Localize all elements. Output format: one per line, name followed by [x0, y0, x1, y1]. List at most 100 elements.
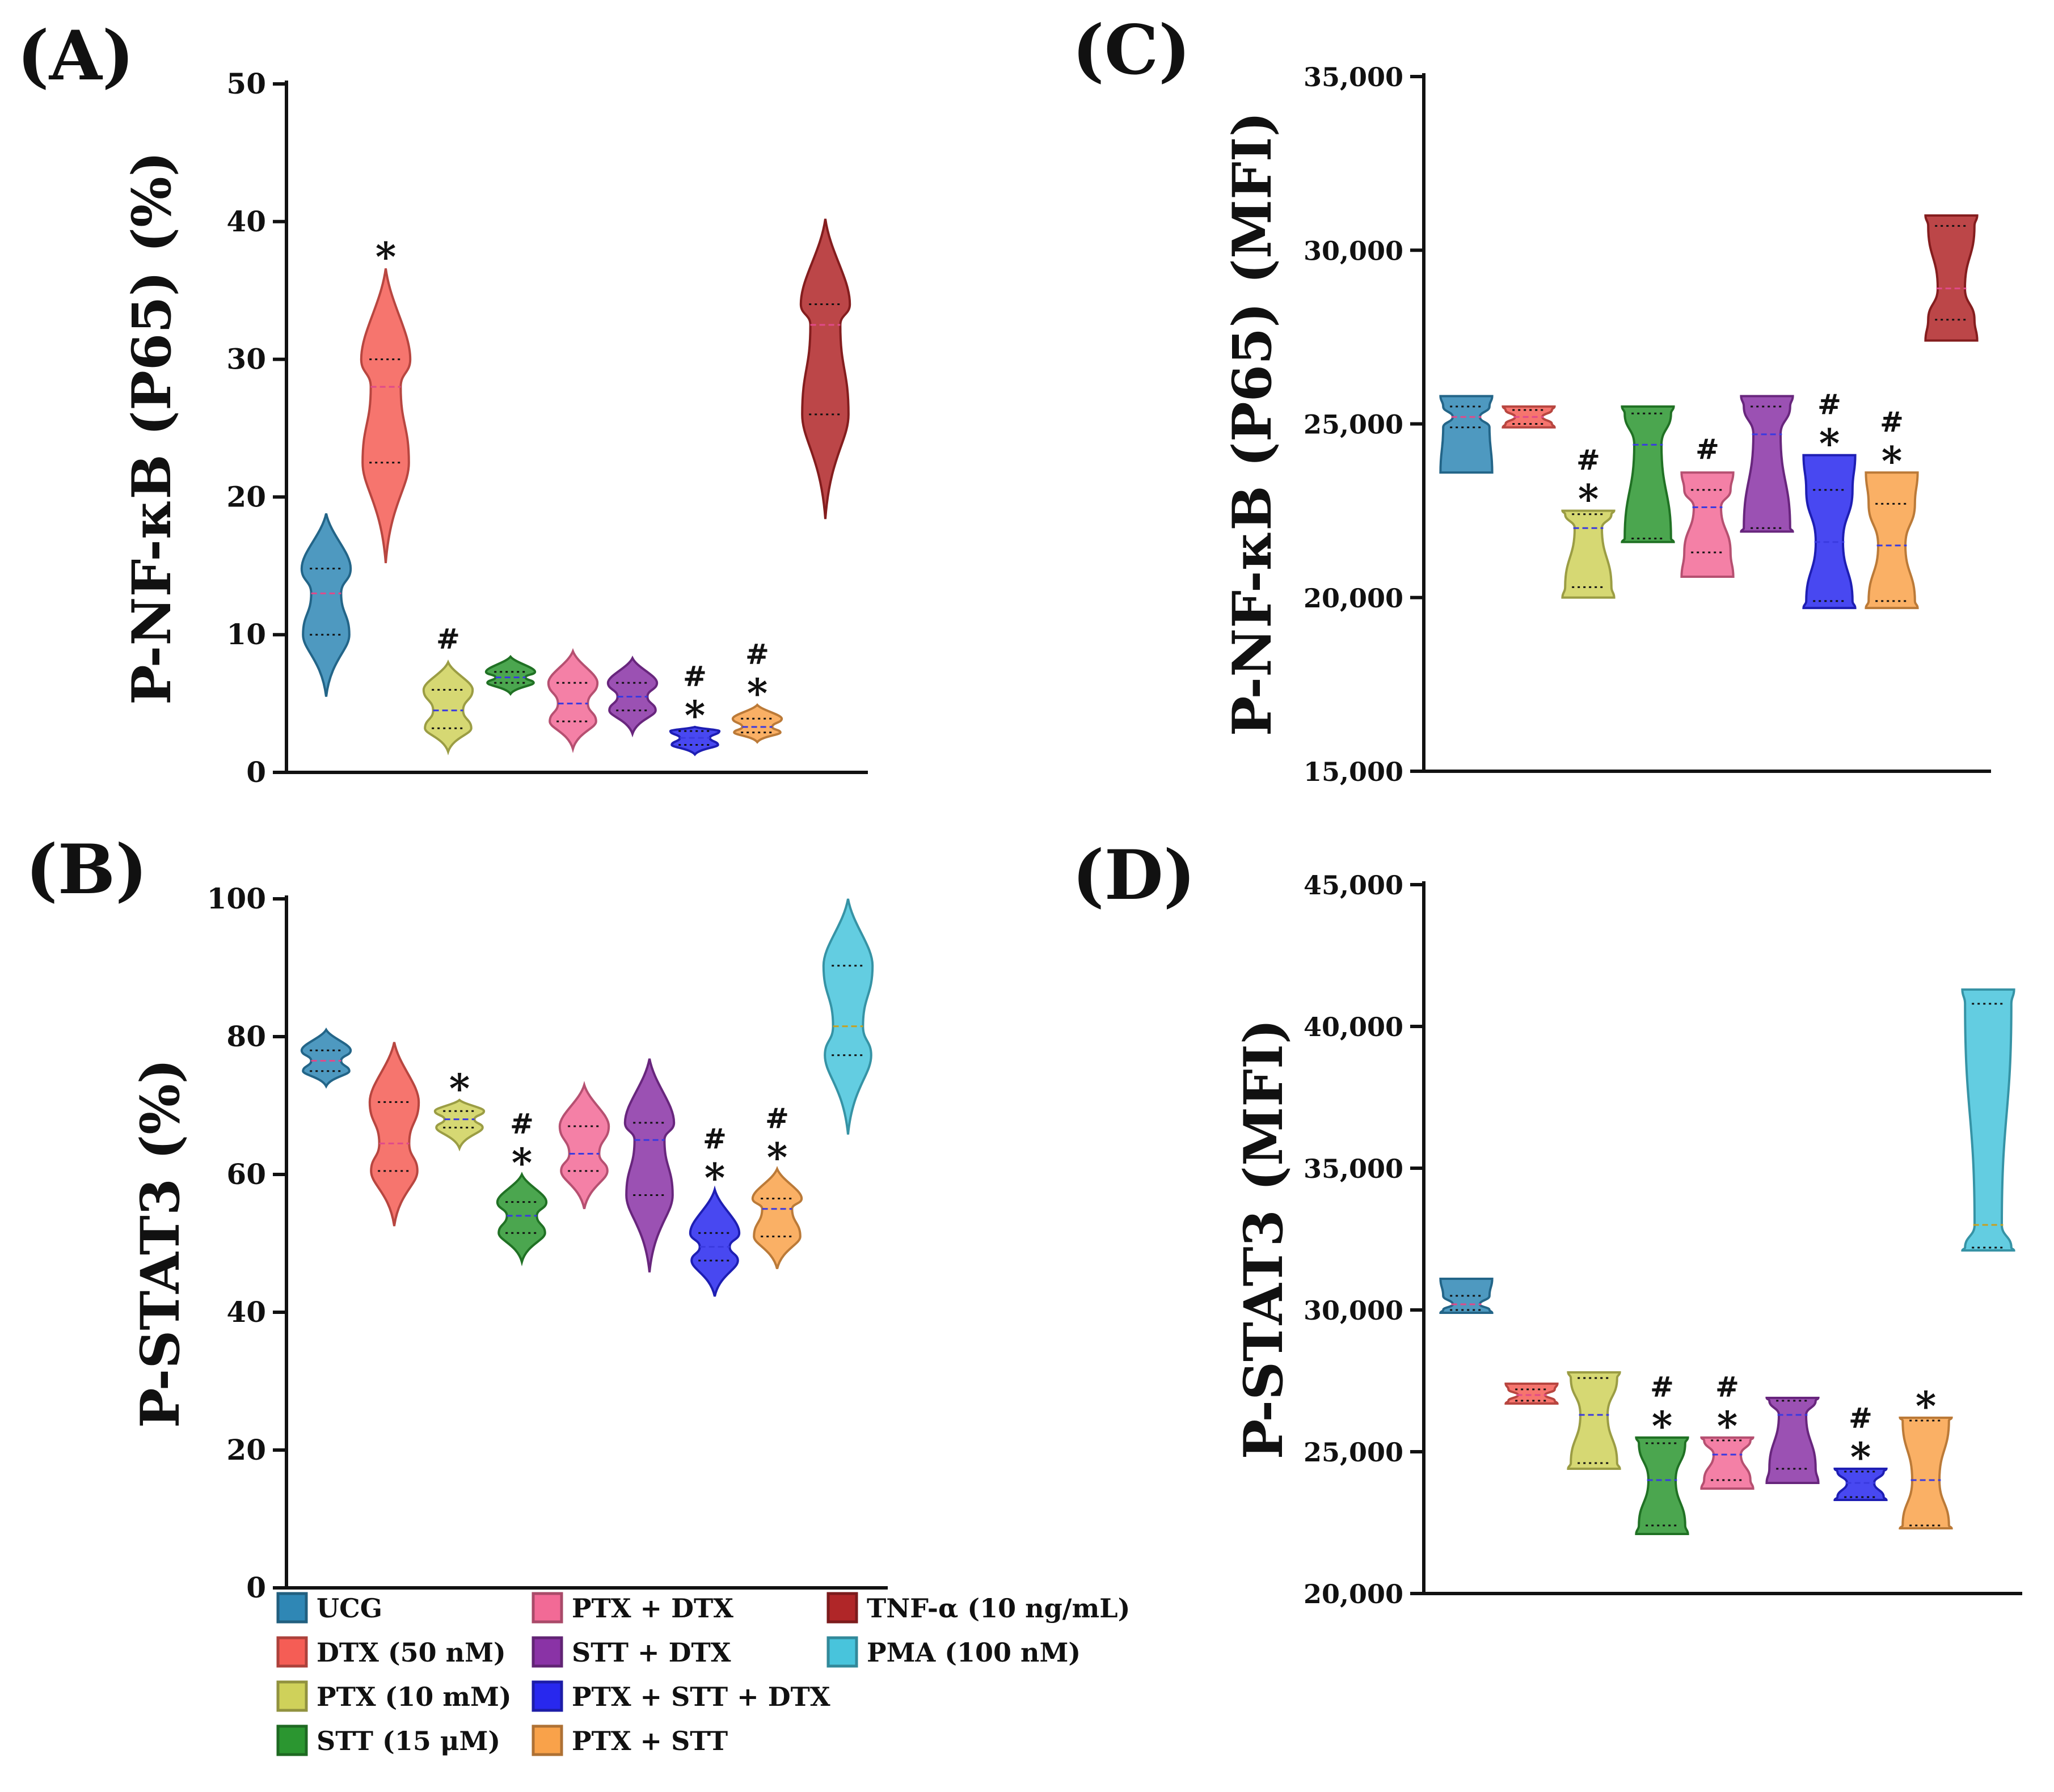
violin-body	[1680, 471, 1735, 578]
legend-label: PTX + STT	[572, 1726, 728, 1756]
significance-star: *	[376, 233, 397, 280]
significance-star: *	[767, 1134, 788, 1181]
legend-swatch	[826, 1592, 858, 1624]
legend-label: STT (15 μM)	[317, 1726, 500, 1756]
significance-hash: #	[1849, 1401, 1872, 1435]
legend-item-ucg: UCG	[276, 1592, 382, 1624]
violin-ucg	[1439, 1278, 1494, 1314]
violin-ptx-dtx	[547, 648, 599, 754]
legend-swatch	[276, 1592, 308, 1624]
significance-hash: #	[1715, 1370, 1739, 1404]
violin-stt: *#	[496, 1107, 548, 1267]
violin-stt-dtx	[606, 655, 659, 738]
significance-star: *	[512, 1139, 533, 1186]
y-tick-label: 45,000	[1304, 870, 1403, 901]
y-tick-label: 25,000	[1304, 409, 1403, 440]
y-tick-label: 20	[226, 480, 266, 513]
significance-hash: #	[1880, 405, 1904, 438]
violin-body	[1700, 1436, 1754, 1490]
violin-ptx-dtx: *#	[1700, 1370, 1754, 1490]
violin-tnf	[1924, 214, 1979, 342]
violin-ptx-dtx: #	[1680, 432, 1735, 578]
violin-body	[1802, 454, 1857, 610]
violin-ptx: *	[433, 1065, 486, 1152]
violin-body	[1567, 1371, 1621, 1470]
y-tick-label: 80	[226, 1020, 266, 1053]
violin-tnf	[799, 218, 851, 519]
violin-dtx: *	[360, 233, 412, 564]
legend-item-ptx: PTX (10 mM)	[276, 1680, 512, 1712]
significance-star: *	[747, 670, 768, 717]
legend-swatch	[532, 1636, 563, 1668]
violin-ptx-dtx	[558, 1081, 610, 1210]
violin-stt-dtx	[1765, 1397, 1820, 1484]
significance-star: *	[1916, 1383, 1937, 1430]
violin-body	[1635, 1436, 1689, 1535]
violin-stt-dtx	[623, 1058, 676, 1273]
violin-body	[1961, 988, 2015, 1252]
violin-ptx-stt-dtx: *#	[669, 660, 721, 756]
violin-ptx-stt: *#	[1865, 405, 1919, 610]
y-tick-label: 30,000	[1304, 235, 1403, 266]
y-tick-label: 60	[226, 1157, 266, 1191]
y-tick-label: 20,000	[1304, 1579, 1403, 1609]
y-tick-label: 20	[226, 1433, 266, 1466]
violin-body	[1899, 1417, 1953, 1529]
violin-body	[300, 513, 352, 697]
violin-body	[547, 648, 599, 754]
legend-item-stt-dtx: STT + DTX	[532, 1636, 731, 1668]
violin-ucg	[300, 1027, 352, 1089]
violin-ptx-stt-dtx: *#	[1833, 1401, 1888, 1501]
legend-item-dtx: DTX (50 nM)	[276, 1636, 506, 1668]
y-tick-label: 100	[207, 882, 266, 915]
violin-ptx-stt: *	[1899, 1383, 1953, 1529]
legend-swatch	[532, 1680, 563, 1712]
legend-item-tnf: TNF-α (10 ng/mL)	[826, 1592, 1130, 1624]
significance-star: *	[1578, 476, 1599, 523]
panel-c: (C) P-NF-κB (P65) (MFI) 15,000 20,000 25,000…	[1072, 10, 1991, 787]
violin-body	[751, 1166, 803, 1269]
violin-body	[496, 1172, 548, 1267]
y-axis-title: P-NF-κB (P65) (MFI)	[1221, 112, 1284, 737]
legend-label: UCG	[317, 1593, 382, 1624]
significance-star: *	[1850, 1434, 1871, 1481]
significance-star: *	[1819, 420, 1840, 467]
violin-stt-dtx	[1740, 395, 1794, 533]
panel-label-b: (B)	[26, 830, 147, 910]
legend-item-ptx-stt-dtx: PTX + STT + DTX	[532, 1680, 830, 1712]
panel-label-a: (A)	[17, 16, 134, 96]
significance-star: *	[1717, 1402, 1738, 1449]
violin-ptx: #	[422, 622, 474, 755]
violin-pma	[822, 898, 874, 1135]
legend-item-stt: STT (15 μM)	[276, 1725, 500, 1756]
violin-body	[1621, 405, 1675, 543]
violin-ptx-stt: *#	[751, 1101, 803, 1269]
legend-label: STT + DTX	[572, 1637, 731, 1668]
significance-star: *	[1652, 1402, 1673, 1449]
y-tick-label: 30	[226, 343, 266, 376]
y-tick-label: 35,000	[1304, 62, 1403, 92]
violin-stt	[1621, 405, 1675, 543]
violin-body	[558, 1081, 610, 1210]
y-tick-label: 0	[246, 755, 266, 789]
y-tick-label: 15,000	[1304, 756, 1403, 787]
violin-stt	[484, 654, 537, 696]
legend-item-ptx-stt: PTX + STT	[532, 1725, 728, 1756]
violin-body	[689, 1185, 741, 1297]
legend-swatch	[532, 1592, 563, 1624]
violin-body	[368, 1042, 420, 1227]
significance-star: *	[685, 692, 706, 739]
violin-body	[1561, 509, 1616, 599]
panel-d: (D) P-STAT3 (MFI) 20,000 25,000 30,000 35,000…	[1072, 835, 2022, 1609]
violin-ptx-stt: *#	[731, 637, 783, 744]
violin-body	[1924, 214, 1979, 342]
violin-stt: *#	[1635, 1370, 1689, 1535]
y-tick-label: 20,000	[1304, 583, 1403, 614]
significance-hash: #	[1696, 432, 1719, 466]
violin-body	[1765, 1397, 1820, 1484]
significance-hash: #	[683, 660, 707, 693]
significance-hash: #	[436, 622, 460, 656]
significance-hash: #	[745, 637, 769, 671]
